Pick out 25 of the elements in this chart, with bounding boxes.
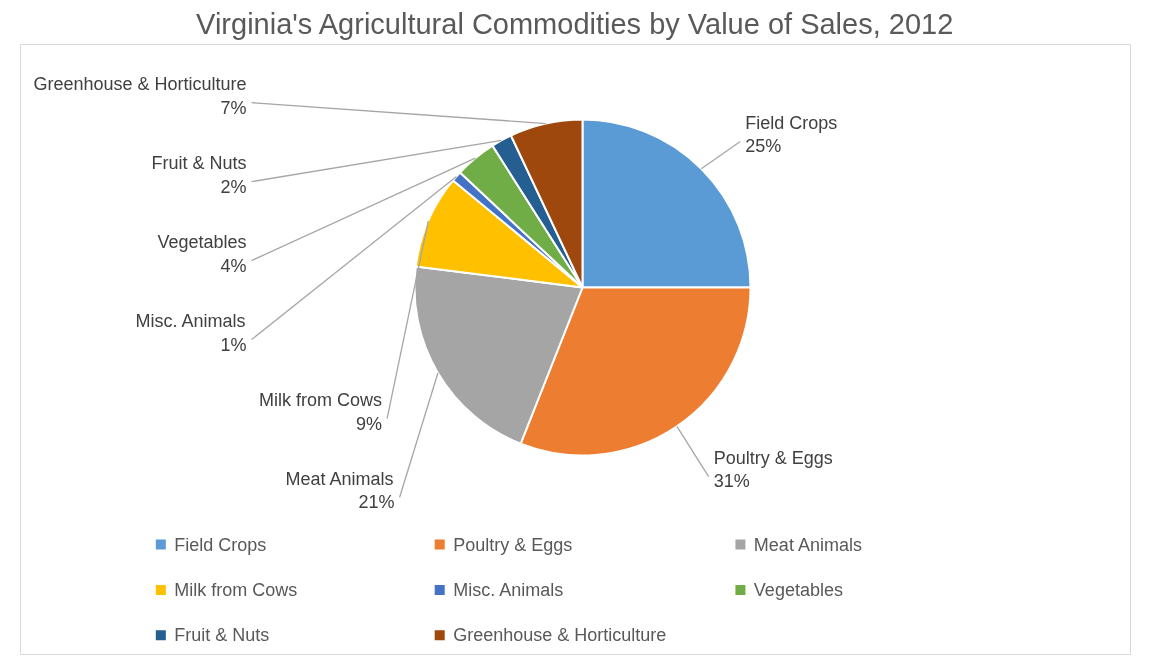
slice-label: Misc. Animals [135, 311, 246, 332]
data-label: 1% [220, 334, 247, 355]
slice-label: Poultry & Eggs [713, 448, 833, 469]
legend-label: Misc. Animals [453, 579, 564, 600]
data-label: 4% [220, 255, 247, 276]
legend-label: Meat Animals [753, 534, 862, 555]
data-label: 2% [220, 176, 247, 197]
slice-label: Fruit & Nuts [151, 153, 247, 174]
slice-label: Meat Animals [285, 469, 394, 490]
legend-label: Greenhouse & Horticulture [453, 625, 667, 646]
legend-label: Poultry & Eggs [453, 534, 573, 555]
data-label: 9% [356, 413, 383, 434]
legend-label: Fruit & Nuts [174, 625, 270, 646]
slice-label: Field Crops [745, 113, 838, 134]
legend-label: Field Crops [174, 534, 267, 555]
chart-title: Virginia's Agricultural Commodities by Value of Sales, 2012 [196, 7, 954, 40]
data-label: 21% [358, 492, 395, 513]
data-label: 7% [220, 97, 247, 118]
slice-label: Vegetables [157, 232, 247, 253]
slice-label: Milk from Cows [259, 390, 383, 411]
legend-label: Milk from Cows [174, 579, 298, 600]
data-label: 31% [713, 471, 750, 492]
legend-label: Vegetables [753, 579, 843, 600]
data-label: 25% [745, 136, 782, 157]
slice-label: Greenhouse & Horticulture [33, 74, 247, 95]
